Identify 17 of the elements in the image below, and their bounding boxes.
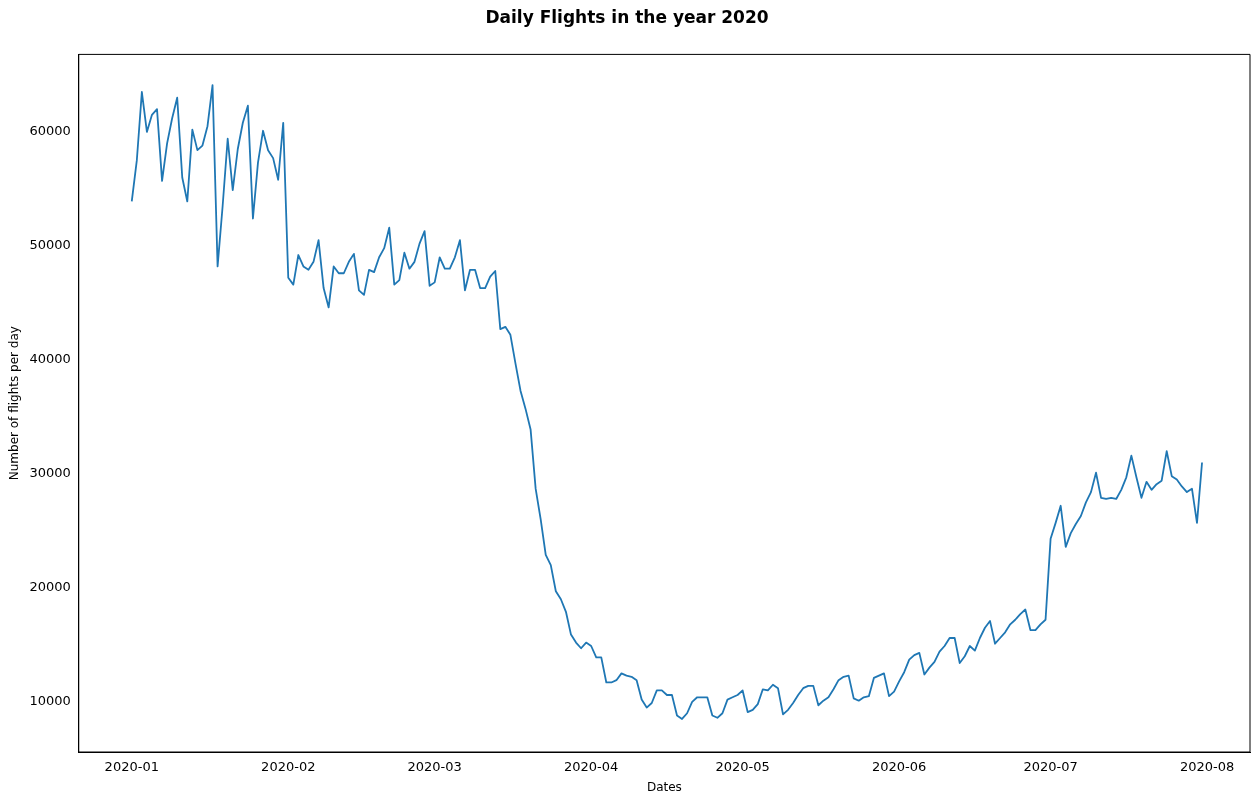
x-tick-label: 2020-05 <box>715 759 770 775</box>
chart-title: Daily Flights in the year 2020 <box>485 6 769 27</box>
y-tick-label: 10000 <box>29 693 71 709</box>
y-tick-label: 60000 <box>29 123 71 139</box>
y-tick-label: 40000 <box>29 351 71 367</box>
x-tick-label: 2020-03 <box>407 759 462 775</box>
x-tick-label: 2020-07 <box>1023 759 1078 775</box>
y-axis-title: Number of flights per day <box>7 326 22 481</box>
x-axis-title: Dates <box>646 779 682 794</box>
y-tick-label: 20000 <box>29 579 71 595</box>
x-tick-label: 2020-01 <box>104 759 159 775</box>
x-tick-label: 2020-06 <box>871 759 927 775</box>
x-tick-label: 2020-04 <box>564 759 619 775</box>
x-tick-label: 2020-02 <box>261 759 316 775</box>
y-tick-label: 30000 <box>29 465 71 481</box>
x-tick-label: 2020-08 <box>1179 759 1235 775</box>
y-tick-label: 50000 <box>29 237 71 253</box>
